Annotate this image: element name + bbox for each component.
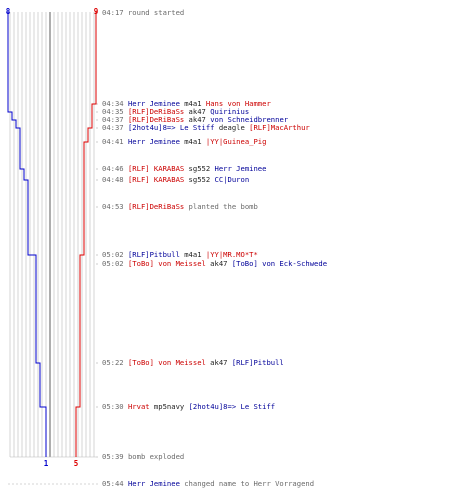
player-name: Herr Jeminee — [127, 479, 180, 488]
event-time: 05:02 — [102, 250, 128, 259]
player-name: [2hot4u]8=> Le Stiff — [188, 402, 276, 411]
event-time: 04:46 — [102, 164, 128, 173]
event-row: 04:37 [RLF]DeRiBaSs ak47 von Schneidbren… — [102, 116, 288, 124]
event-time: 04:37 — [102, 115, 128, 124]
event-dash-lines — [8, 12, 100, 485]
event-row: 05:44 Herr Jeminee changed name to Herr … — [102, 480, 314, 488]
weapon-label: ak47 — [205, 358, 232, 367]
player-name: [RLF]DeRiBaSs — [127, 107, 185, 116]
weapon-label: ak47 — [184, 107, 211, 116]
weapon-label: m4a1 — [179, 99, 206, 108]
weapon-label: sg552 — [184, 175, 215, 184]
event-row: 05:39 bomb exploded — [102, 453, 184, 461]
event-text: planted the bomb — [184, 202, 258, 211]
player-name: [RLF] KARABAS — [127, 164, 185, 173]
player-name: Herr Jeminee — [127, 99, 180, 108]
event-time: 04:34 — [102, 99, 128, 108]
event-text: round started — [127, 8, 185, 17]
weapon-label: m4a1 — [179, 137, 206, 146]
event-time: 05:39 — [102, 452, 128, 461]
event-time: 04:48 — [102, 175, 128, 184]
player-name: [ToBo] von Meissel — [127, 259, 206, 268]
event-text: bomb exploded — [127, 452, 185, 461]
event-row: 05:02 [ToBo] von Meissel ak47 [ToBo] von… — [102, 260, 327, 268]
event-row: 04:53 [RLF]DeRiBaSs planted the bomb — [102, 203, 258, 211]
event-time: 04:35 — [102, 107, 128, 116]
player-name: Herr Jeminee — [214, 164, 267, 173]
player-name: [RLF]Pitbull — [231, 358, 284, 367]
ct-start-count: 8 — [6, 7, 11, 16]
weapon-label: mp5navy — [149, 402, 189, 411]
event-row: 04:48 [RLF] KARABAS sg552 CC|Duron — [102, 176, 249, 184]
event-row: 04:41 Herr Jeminee m4a1 |YY|Guinea_Pig — [102, 138, 266, 146]
weapon-label: m4a1 — [179, 250, 206, 259]
event-time: 05:02 — [102, 259, 128, 268]
event-row: 04:37 [2hot4u]8=> Le Stiff deagle [RLF]M… — [102, 124, 310, 132]
event-time: 05:30 — [102, 402, 128, 411]
event-row: 04:34 Herr Jeminee m4a1 Hans von Hammer — [102, 100, 271, 108]
t-start-count: 9 — [94, 7, 99, 16]
event-row: 05:22 [ToBo] von Meissel ak47 [RLF]Pitbu… — [102, 359, 284, 367]
player-name: Quirinius — [210, 107, 250, 116]
event-row: 04:46 [RLF] KARABAS sg552 Herr Jeminee — [102, 165, 266, 173]
grid-lines — [9, 12, 96, 458]
player-name: [ToBo] von Meissel — [127, 358, 206, 367]
player-name: [RLF]DeRiBaSs — [127, 202, 185, 211]
event-row: 05:02 [RLF]Pitbull m4a1 |YY|MR.MO*T* — [102, 251, 258, 259]
player-name: [RLF]DeRiBaSs — [127, 115, 185, 124]
ct-end-count: 1 — [44, 459, 49, 468]
weapon-label: sg552 — [184, 164, 215, 173]
player-name: Herr Jeminee — [127, 137, 180, 146]
event-row: 04:17 round started — [102, 9, 184, 17]
player-name: Hans von Hammer — [205, 99, 271, 108]
event-time: 05:22 — [102, 358, 128, 367]
player-name: [2hot4u]8=> Le Stiff — [127, 123, 215, 132]
event-time: 04:41 — [102, 137, 128, 146]
event-text: changed name to Herr Vorragend — [179, 479, 315, 488]
player-name: [RLF] KARABAS — [127, 175, 185, 184]
event-time: 05:44 — [102, 479, 128, 488]
player-name: Hrvat — [127, 402, 150, 411]
t-alive-line — [75, 12, 97, 457]
player-name: CC|Duron — [214, 175, 250, 184]
weapon-label: deagle — [214, 123, 250, 132]
event-time: 04:17 — [102, 8, 128, 17]
player-name: |YY|MR.MO*T* — [205, 250, 258, 259]
event-time: 04:53 — [102, 202, 128, 211]
event-row: 04:35 [RLF]DeRiBaSs ak47 Quirinius — [102, 108, 249, 116]
player-name: [ToBo] von Eck-Schwede — [231, 259, 328, 268]
player-name: von Schneidbrenner — [210, 115, 289, 124]
t-end-count: 5 — [74, 459, 79, 468]
event-time: 04:37 — [102, 123, 128, 132]
event-row: 05:30 Hrvat mp5navy [2hot4u]8=> Le Stiff — [102, 403, 275, 411]
player-name: [RLF]Pitbull — [127, 250, 180, 259]
ct-alive-line — [7, 12, 47, 457]
weapon-label: ak47 — [205, 259, 232, 268]
weapon-label: ak47 — [184, 115, 211, 124]
player-name: |YY|Guinea_Pig — [205, 137, 267, 146]
player-name: [RLF]MacArthur — [249, 123, 310, 132]
